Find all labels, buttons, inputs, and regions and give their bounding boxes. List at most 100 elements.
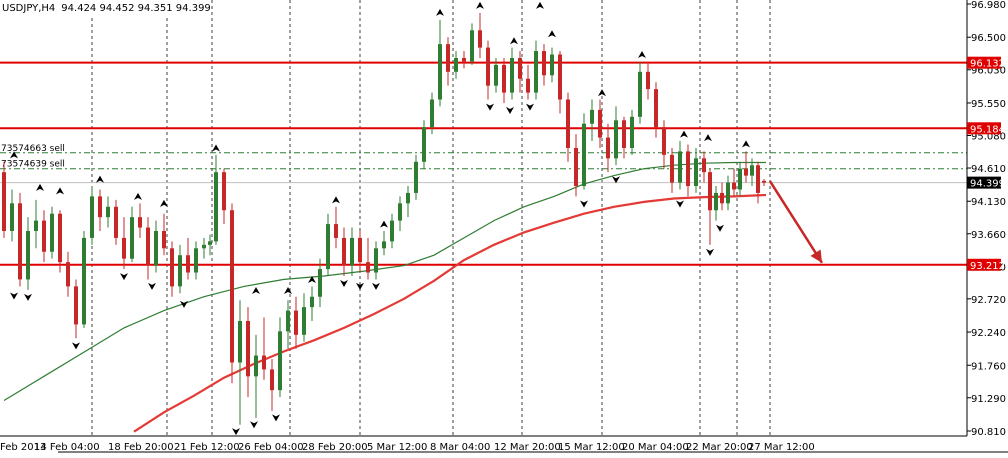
candle-body — [222, 172, 226, 211]
candle-body — [170, 248, 174, 287]
fractal-down-marker — [180, 300, 188, 308]
fractal-down-marker — [72, 342, 80, 350]
candle-body — [278, 331, 282, 391]
candle-body — [486, 47, 490, 86]
level-price-tag — [967, 122, 1001, 135]
candle-body — [502, 64, 506, 93]
fractal-up-marker — [160, 199, 168, 207]
candle-body — [638, 71, 642, 117]
x-tick-label: 8 Mar 04:00 — [430, 442, 490, 453]
candle-body — [582, 123, 586, 187]
candle-body — [646, 71, 650, 90]
candle-body — [82, 237, 86, 325]
candle-body — [138, 217, 142, 228]
fractal-down-marker — [232, 428, 240, 436]
candle-body — [462, 57, 466, 62]
candle-body — [654, 89, 658, 128]
candle-body — [630, 116, 634, 148]
level-price-label: 93.212 — [970, 261, 1005, 272]
y-tick-label: 96.500 — [971, 33, 1006, 44]
candle-body — [186, 255, 190, 273]
candle-body — [358, 237, 362, 263]
fractal-down-marker — [356, 282, 364, 290]
y-tick-label: 94.130 — [971, 197, 1006, 208]
x-tick-label: 28 Feb 20:00 — [302, 442, 368, 453]
candle-body — [598, 109, 602, 138]
order-line-label: 73574639 sell — [1, 160, 65, 170]
x-tick-label: 12 Mar 20:00 — [494, 442, 561, 453]
fractal-up-marker — [10, 151, 18, 159]
fractal-down-marker — [10, 292, 18, 300]
candle-body — [286, 310, 290, 332]
y-tick-label: 96.030 — [971, 66, 1006, 77]
fractal-down-marker — [506, 107, 514, 115]
candle-body — [194, 248, 198, 273]
candle-body — [208, 241, 212, 245]
current-price-tag — [967, 176, 1001, 189]
candle-body — [526, 78, 530, 93]
candle-body — [342, 237, 346, 266]
candle-body — [590, 109, 594, 124]
fractal-up-marker — [332, 196, 340, 204]
support-resistance-lines — [0, 61, 967, 266]
candle-body — [90, 196, 94, 238]
fractal-down-marker — [580, 200, 588, 208]
candle-body — [606, 137, 610, 159]
fractal-down-marker — [676, 200, 684, 208]
candle-body — [10, 203, 14, 231]
order-lines: 73574663 sell 73574639 sell — [0, 144, 967, 170]
candle-body — [534, 51, 538, 93]
candle-body — [318, 269, 322, 297]
candle-body — [756, 165, 760, 193]
candle-body — [74, 286, 78, 325]
symbol-label: USDJPY,H4 — [2, 3, 55, 14]
candle-body — [130, 217, 134, 259]
x-tick-label: Feb 2013 — [0, 442, 46, 453]
y-tick-label: 95.080 — [971, 131, 1006, 142]
fractal-up-marker — [134, 192, 142, 200]
chart-header: USDJPY,H4 94.424 94.452 94.351 94.399 — [2, 3, 211, 14]
candle-body — [326, 224, 330, 270]
candle-body — [146, 227, 150, 266]
candle-body — [470, 30, 474, 62]
candle-body — [510, 57, 514, 93]
candle-body — [558, 54, 562, 100]
candlesticks — [2, 12, 766, 425]
candle-body — [50, 213, 54, 252]
candle-body — [422, 127, 426, 162]
fractal-down-marker — [612, 176, 620, 184]
candle-body — [542, 51, 546, 76]
x-tick-label: 14 Feb 04:00 — [34, 442, 100, 453]
candle-body — [744, 168, 748, 176]
current-price-label: 94.399 — [970, 179, 1005, 190]
candle-body — [726, 182, 730, 204]
candle-body — [478, 30, 482, 48]
candle-body — [678, 151, 682, 183]
candle-body — [58, 213, 62, 263]
candle-body — [254, 355, 258, 377]
y-tick-label: 91.290 — [971, 394, 1006, 405]
fractal-up-marker — [704, 134, 712, 142]
fractal-up-marker — [380, 220, 388, 228]
x-tick-label: 18 Feb 20:00 — [108, 442, 174, 453]
fractal-up-marker — [212, 144, 220, 152]
candle-body — [566, 99, 570, 148]
candle-body — [238, 320, 242, 363]
candle-body — [750, 165, 754, 176]
candle-body — [2, 172, 6, 231]
candle-body — [494, 64, 498, 86]
x-tick-label: 15 Mar 12:00 — [558, 442, 625, 453]
x-tick-label: 22 Mar 20:00 — [686, 442, 753, 453]
fractal-down-marker — [486, 103, 494, 111]
x-tick-label: 27 Mar 12:00 — [748, 442, 815, 453]
fractal-up-marker — [96, 175, 104, 183]
candle-body — [334, 224, 338, 238]
candle-body — [398, 203, 402, 221]
candle-body — [114, 206, 118, 238]
candle-body — [270, 369, 274, 391]
candle-body — [178, 255, 182, 287]
candle-body — [42, 220, 46, 252]
fractal-down-marker — [24, 293, 32, 301]
